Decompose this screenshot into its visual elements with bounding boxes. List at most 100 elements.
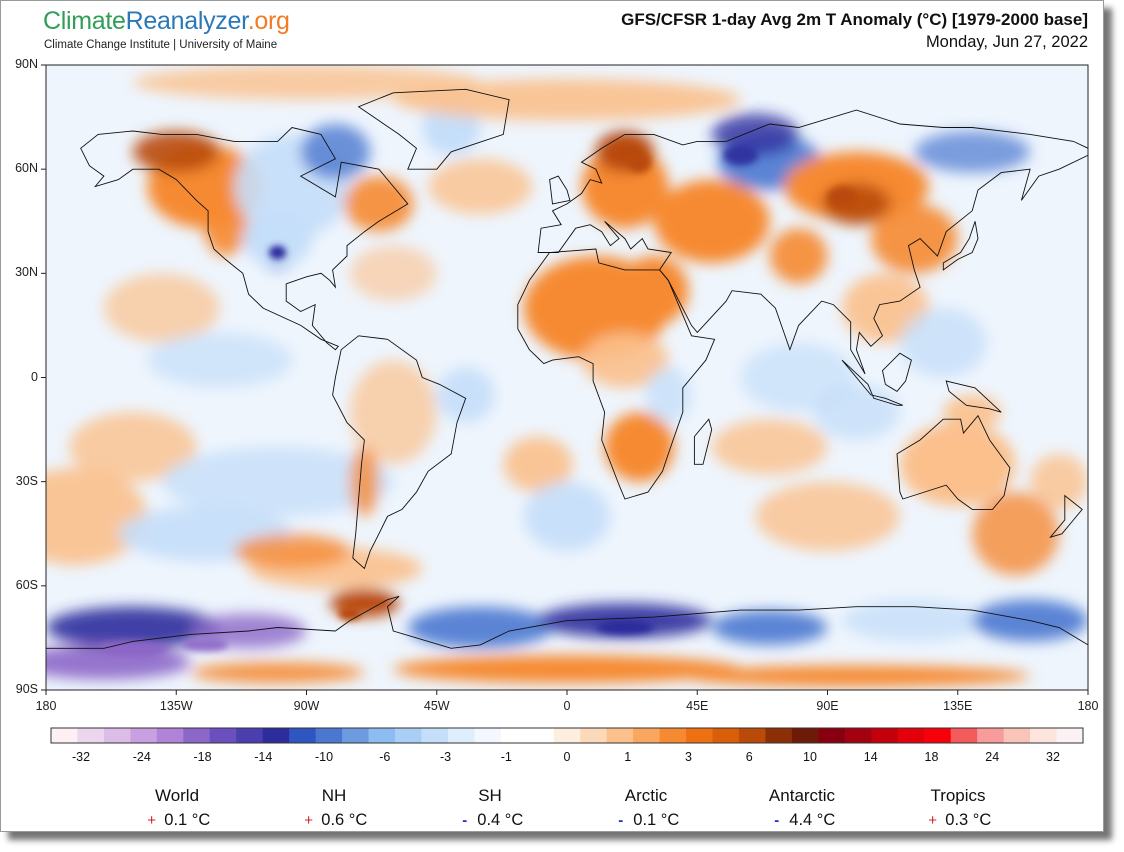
stat-region-value: - 0.1 °C bbox=[581, 811, 711, 830]
anomaly-region bbox=[407, 606, 553, 649]
colorbar-swatch bbox=[765, 728, 793, 743]
anomaly-region bbox=[132, 65, 481, 100]
lon-label: 180 bbox=[35, 699, 57, 713]
colorbar-swatch bbox=[606, 728, 634, 743]
anomaly-region bbox=[300, 124, 371, 180]
anomaly-region bbox=[202, 186, 249, 256]
anomaly-field bbox=[46, 65, 1088, 687]
anomaly-region bbox=[870, 203, 958, 274]
colorbar-label: 32 bbox=[1046, 750, 1060, 764]
colorbar bbox=[50, 727, 1084, 744]
colorbar-swatch bbox=[183, 728, 211, 743]
plus-sign-icon: + bbox=[304, 812, 314, 829]
lat-label: 30N bbox=[15, 265, 38, 280]
anomaly-region bbox=[69, 412, 197, 482]
anomaly-hotspot bbox=[827, 186, 857, 208]
coastline-madagascar bbox=[693, 418, 713, 465]
colorbar-label: 24 bbox=[985, 750, 1000, 764]
anomaly-region bbox=[161, 446, 394, 517]
anomaly-hotspot bbox=[182, 637, 229, 652]
anomaly-region bbox=[103, 273, 220, 343]
anomaly-region bbox=[234, 533, 350, 569]
stat-value-text: 0.1 °C bbox=[628, 811, 680, 829]
coastline-south-america bbox=[332, 335, 467, 570]
lon-label: 135W bbox=[159, 699, 193, 713]
anomaly-region bbox=[619, 255, 689, 326]
colorbar-swatch bbox=[156, 728, 184, 743]
coastline-great-britain bbox=[549, 175, 571, 205]
lat-label: 30S bbox=[15, 473, 38, 488]
anomaly-region bbox=[682, 665, 1031, 687]
coastline-north-america bbox=[80, 127, 409, 351]
colorbar-swatch bbox=[633, 728, 661, 743]
anomaly-region bbox=[645, 367, 692, 423]
stat-region-name: Antarctic bbox=[768, 786, 836, 805]
coastline-greenland bbox=[357, 88, 510, 170]
stat-region-name: Tropics bbox=[930, 786, 986, 805]
colorbar-swatch bbox=[500, 728, 528, 743]
colorbar-swatch bbox=[977, 728, 1005, 743]
colorbar-swatch bbox=[421, 728, 449, 743]
anomaly-hotspot bbox=[268, 245, 287, 260]
anomaly-region bbox=[132, 130, 220, 173]
anomaly-region bbox=[349, 245, 437, 302]
minus-sign-icon: - bbox=[618, 812, 624, 829]
stat-region-name: NH bbox=[321, 786, 347, 805]
anomaly-region bbox=[604, 412, 675, 482]
colorbar-label: -6 bbox=[379, 750, 391, 764]
stat-region-value: - 0.4 °C bbox=[425, 811, 555, 830]
anomaly-region bbox=[393, 78, 741, 121]
anomaly-region bbox=[503, 436, 573, 493]
coastline-africa bbox=[517, 248, 716, 500]
colorbar-swatch bbox=[368, 728, 396, 743]
coastline-antarctica bbox=[46, 595, 1088, 690]
colorbar-label: -3 bbox=[439, 750, 452, 764]
colorbar-frame bbox=[50, 727, 1084, 744]
anomaly-region bbox=[147, 332, 293, 388]
plus-sign-icon: + bbox=[147, 812, 157, 829]
colorbar-swatch bbox=[818, 728, 846, 743]
colorbar-label: -14 bbox=[254, 750, 273, 764]
anomaly-region bbox=[436, 367, 495, 423]
colorbar-label: -10 bbox=[314, 750, 334, 764]
colorbar-swatch bbox=[739, 728, 766, 743]
colorbar-label: 3 bbox=[685, 750, 692, 764]
colorbar-label: -32 bbox=[71, 750, 91, 764]
coastline-japan bbox=[942, 221, 979, 271]
colorbar-swatch bbox=[686, 728, 714, 743]
stat-region-value: - 4.4 °C bbox=[737, 811, 867, 830]
colorbar-swatch bbox=[236, 728, 264, 743]
anomaly-region bbox=[769, 228, 828, 284]
anomaly-hotspot bbox=[723, 144, 759, 166]
colorbar-label: 10 bbox=[803, 750, 817, 764]
colorbar-swatch bbox=[791, 728, 819, 743]
anomaly-region bbox=[242, 210, 313, 267]
anomaly-region bbox=[943, 394, 1002, 430]
colorbar-swatch bbox=[77, 728, 105, 743]
stat-region-value: + 0.3 °C bbox=[893, 811, 1023, 830]
map-title: GFS/CFSR 1-day Avg 2m T Anomaly (°C) [19… bbox=[621, 10, 1088, 29]
stat-region-value: + 0.6 °C bbox=[269, 811, 399, 830]
anomaly-region bbox=[581, 332, 669, 388]
coastline-indonesia bbox=[841, 359, 903, 406]
anomaly-region bbox=[899, 308, 987, 378]
colorbar-swatch bbox=[130, 728, 158, 743]
lat-label: 90S bbox=[15, 682, 38, 696]
anomaly-region bbox=[711, 113, 799, 156]
anomaly-region bbox=[393, 655, 741, 684]
anomaly-region bbox=[711, 419, 828, 475]
anomaly-region bbox=[1030, 453, 1088, 510]
lat-label: 60S bbox=[15, 577, 38, 592]
stat-value-text: 4.4 °C bbox=[784, 811, 836, 829]
plus-sign-icon: + bbox=[928, 812, 938, 829]
colorbar-swatch bbox=[262, 728, 290, 743]
lon-label: 135E bbox=[943, 699, 973, 713]
minus-sign-icon: - bbox=[774, 812, 780, 829]
lat-label: 0 bbox=[31, 369, 38, 384]
colorbar-swatch bbox=[659, 728, 687, 743]
logo-text-reanalyzer: Reanalyzer bbox=[125, 7, 248, 35]
site-logo[interactable]: ClimateReanalyzer.org bbox=[43, 7, 290, 36]
coastline-australia bbox=[896, 414, 1011, 510]
colorbar-swatch bbox=[289, 728, 317, 743]
lon-label: 45W bbox=[423, 699, 450, 713]
